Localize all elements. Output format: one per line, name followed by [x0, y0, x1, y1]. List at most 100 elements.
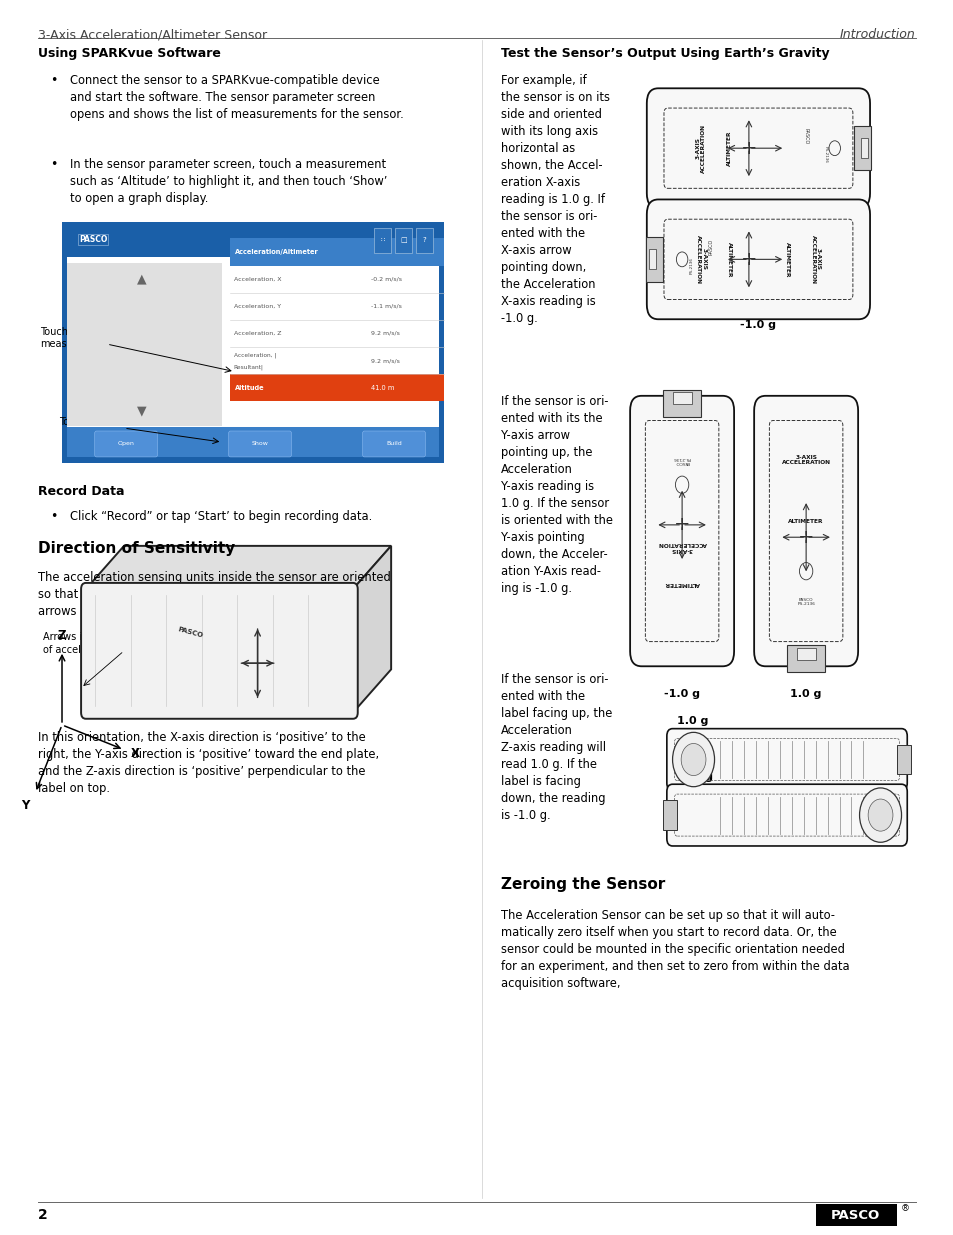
FancyBboxPatch shape: [646, 89, 869, 209]
Text: In the sensor parameter screen, touch a measurement
such as ‘Altitude’ to highli: In the sensor parameter screen, touch a …: [70, 158, 387, 205]
Text: 1.0 g: 1.0 g: [677, 716, 708, 726]
Text: ALTIMETER: ALTIMETER: [783, 242, 789, 277]
Text: ▲: ▲: [137, 273, 147, 285]
Bar: [395, 228, 412, 253]
Text: The acceleration sensing units inside the sensor are oriented
so that the lines : The acceleration sensing units inside th…: [38, 571, 391, 618]
Text: -0.2 m/s/s: -0.2 m/s/s: [371, 277, 401, 282]
FancyBboxPatch shape: [815, 1204, 896, 1226]
Circle shape: [799, 563, 812, 580]
Text: PASCO: PASCO: [79, 235, 108, 245]
FancyBboxPatch shape: [753, 396, 857, 667]
FancyBboxPatch shape: [229, 431, 292, 457]
Text: Arrows indicate direction
of acceleration: Arrows indicate direction of acceleratio…: [43, 632, 164, 655]
Text: X: X: [131, 747, 139, 760]
Text: PASCO: PASCO: [707, 238, 713, 256]
Text: -1.0 g: -1.0 g: [663, 689, 700, 699]
Text: PASCO: PASCO: [830, 1209, 880, 1221]
Text: Acceleration/Altimeter: Acceleration/Altimeter: [234, 249, 318, 254]
Text: PASCO
PS-2136: PASCO PS-2136: [797, 598, 814, 606]
Text: Test the Sensor’s Output Using Earth’s Gravity: Test the Sensor’s Output Using Earth’s G…: [500, 47, 828, 61]
Text: 3-AXIS
ACCELERATION: 3-AXIS ACCELERATION: [810, 235, 820, 284]
Text: In this orientation, the X-axis direction is ‘positive’ to the
right, the Y-axis: In this orientation, the X-axis directio…: [38, 731, 379, 795]
Text: Touch "Show": Touch "Show": [59, 417, 126, 427]
FancyBboxPatch shape: [666, 784, 906, 846]
Text: PASCO: PASCO: [802, 127, 808, 144]
Bar: [67, 263, 222, 426]
Text: 3-AXIS
ACCELERATION: 3-AXIS ACCELERATION: [696, 124, 705, 173]
Text: 3-AXIS
ACCELERATION: 3-AXIS ACCELERATION: [696, 235, 705, 284]
Text: -1.0 g: -1.0 g: [677, 772, 713, 782]
Bar: [672, 393, 691, 405]
Bar: [662, 390, 700, 417]
Text: For example, if
the sensor is on its
side and oriented
with its long axis
horizo: For example, if the sensor is on its sid…: [500, 74, 609, 325]
Text: 3-AXIS
ACCELERATION: 3-AXIS ACCELERATION: [781, 454, 830, 466]
Text: +: +: [740, 249, 757, 269]
Bar: [796, 648, 815, 661]
Text: Altitude: Altitude: [234, 385, 264, 390]
Text: Build: Build: [386, 441, 401, 447]
Text: Click “Record” or tap ‘Start’ to begin recording data.: Click “Record” or tap ‘Start’ to begin r…: [70, 510, 372, 524]
Circle shape: [859, 788, 901, 842]
Text: 1.0 g: 1.0 g: [790, 689, 821, 699]
Text: Acceleration, Z: Acceleration, Z: [233, 331, 281, 336]
Text: If the sensor is ori-
ented with its the
Y-axis arrow
pointing up, the
Accelerat: If the sensor is ori- ented with its the…: [500, 395, 612, 595]
Bar: [860, 138, 867, 158]
Text: Zeroing the Sensor: Zeroing the Sensor: [500, 877, 664, 892]
Text: □: □: [400, 237, 406, 242]
Polygon shape: [86, 546, 391, 589]
Text: -1.0 g: -1.0 g: [740, 320, 776, 331]
Bar: [416, 228, 433, 253]
Text: Show: Show: [252, 441, 268, 447]
Polygon shape: [353, 546, 391, 713]
Text: ?: ?: [422, 237, 426, 242]
Text: ∷: ∷: [380, 237, 384, 242]
Circle shape: [672, 732, 714, 787]
Bar: [374, 228, 391, 253]
Bar: [645, 237, 662, 282]
Text: Touch a
measurement: Touch a measurement: [40, 327, 109, 350]
Text: 41.0 m: 41.0 m: [371, 385, 395, 390]
Bar: [853, 126, 870, 170]
Text: 3-Axis Acceleration/Altimeter Sensor: 3-Axis Acceleration/Altimeter Sensor: [38, 28, 267, 42]
Bar: [67, 427, 438, 457]
Text: Introduction: Introduction: [840, 28, 915, 42]
Text: Record Data: Record Data: [38, 485, 125, 499]
FancyBboxPatch shape: [646, 199, 869, 319]
Text: ALTIMETER: ALTIMETER: [787, 519, 823, 525]
Text: 9.2 m/s/s: 9.2 m/s/s: [371, 331, 399, 336]
Text: PASCO: PASCO: [177, 626, 204, 638]
Text: Y: Y: [22, 799, 30, 811]
Bar: [230, 238, 443, 266]
Text: PS-2136: PS-2136: [822, 146, 826, 163]
Text: +: +: [740, 138, 757, 158]
Text: If the sensor is ori-
ented with the
label facing up, the
Acceleration
Z-axis re: If the sensor is ori- ented with the lab…: [500, 673, 612, 823]
Text: Resultant|: Resultant|: [233, 364, 263, 369]
Bar: [648, 249, 656, 269]
Text: ALTIMETER: ALTIMETER: [726, 131, 732, 165]
Text: Open: Open: [117, 441, 134, 447]
Text: •: •: [51, 158, 58, 172]
Text: 1.0 g: 1.0 g: [742, 209, 773, 220]
Bar: [230, 374, 443, 401]
Text: PS-2136: PS-2136: [689, 257, 693, 274]
Text: ALTIMETER: ALTIMETER: [726, 242, 732, 277]
Text: PASCO
PS-2136: PASCO PS-2136: [673, 456, 690, 464]
Text: Acceleration, |: Acceleration, |: [233, 353, 275, 358]
Circle shape: [680, 743, 705, 776]
Bar: [896, 745, 910, 774]
Text: 9.2 m/s/s: 9.2 m/s/s: [371, 358, 399, 363]
Text: The Acceleration Sensor can be set up so that it will auto-
matically zero itsel: The Acceleration Sensor can be set up so…: [500, 909, 848, 990]
Bar: [662, 800, 677, 830]
Text: +: +: [797, 527, 814, 547]
Text: -1.1 m/s/s: -1.1 m/s/s: [371, 304, 401, 309]
Text: Z: Z: [58, 629, 66, 642]
Text: Using SPARKvue Software: Using SPARKvue Software: [38, 47, 221, 61]
Bar: [67, 257, 438, 457]
FancyBboxPatch shape: [362, 431, 425, 457]
Text: Acceleration, X: Acceleration, X: [233, 277, 281, 282]
FancyBboxPatch shape: [94, 431, 157, 457]
Text: Acceleration, Y: Acceleration, Y: [233, 304, 280, 309]
Text: ▼: ▼: [137, 405, 147, 417]
Circle shape: [675, 477, 688, 494]
Text: ALTIMETER: ALTIMETER: [663, 580, 700, 587]
